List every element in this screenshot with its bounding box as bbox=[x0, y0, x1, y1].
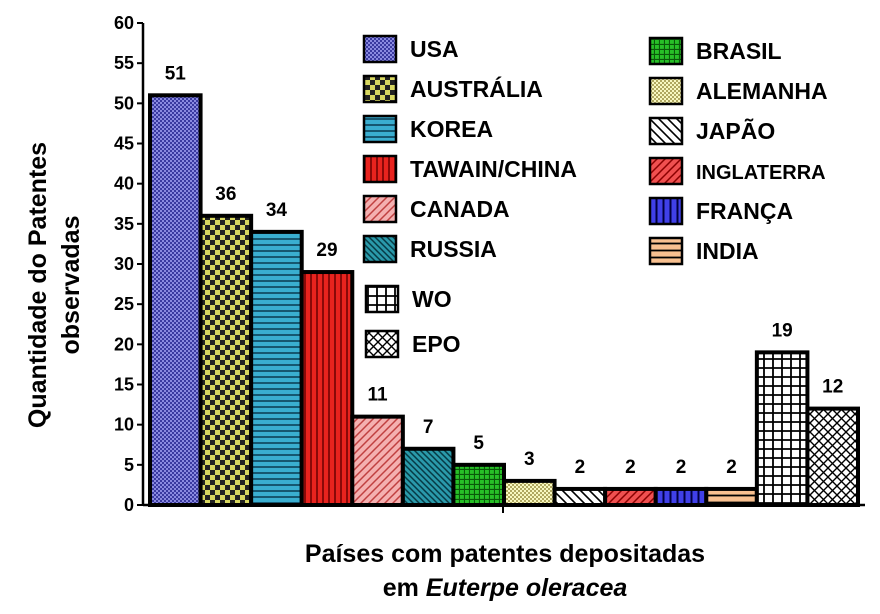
legend-swatch bbox=[362, 154, 398, 184]
y-tick-label: 40 bbox=[114, 174, 134, 194]
legend-swatch bbox=[362, 74, 398, 104]
legend-label: ALEMANHA bbox=[696, 78, 828, 104]
legend-item-korea: KOREA bbox=[362, 114, 493, 144]
data-label: 7 bbox=[423, 417, 434, 438]
legend-item-wo: WO bbox=[364, 284, 452, 314]
bar-wo bbox=[754, 350, 810, 507]
legend-item-tawain-china: TAWAIN/CHINA bbox=[362, 154, 577, 184]
data-label: 11 bbox=[368, 385, 389, 406]
legend-item-usa: USA bbox=[362, 34, 459, 64]
legend-item-brasil: BRASIL bbox=[648, 36, 782, 66]
data-label: 12 bbox=[822, 377, 843, 398]
legend-item-epo: EPO bbox=[364, 329, 461, 359]
legend-item-fran-a: FRANÇA bbox=[648, 196, 793, 226]
legend-label: JAPÃO bbox=[696, 117, 775, 144]
data-label: 29 bbox=[316, 240, 337, 261]
y-tick-label: 30 bbox=[114, 254, 134, 274]
legend-swatch bbox=[364, 284, 400, 314]
bar-alemanha bbox=[502, 478, 557, 507]
legend-label: TAWAIN/CHINA bbox=[410, 156, 577, 182]
bar-canada bbox=[350, 414, 405, 507]
legend-label: INGLATERRA bbox=[696, 162, 826, 184]
x-axis-label-italic: Euterpe oleracea bbox=[426, 574, 628, 602]
bar-korea bbox=[249, 229, 304, 507]
legend-label: USA bbox=[410, 36, 459, 62]
y-tick-label: 35 bbox=[114, 214, 134, 234]
legend-label: KOREA bbox=[410, 116, 493, 142]
y-tick-label: 20 bbox=[114, 334, 134, 354]
bars-group: 51 36 34 29 11 7 5 3 2 2 2 2 19 12 bbox=[148, 63, 861, 508]
legend-label: BRASIL bbox=[696, 38, 782, 64]
bar-russia bbox=[400, 446, 456, 507]
legend-swatch bbox=[648, 156, 684, 186]
y-tick-label: 5 bbox=[124, 455, 134, 475]
x-axis-label-prefix: em bbox=[383, 574, 426, 602]
legend-label: FRANÇA bbox=[696, 198, 793, 224]
data-label: 34 bbox=[266, 200, 288, 221]
bar-usa bbox=[148, 93, 203, 508]
data-label: 2 bbox=[575, 457, 586, 478]
bar-tawain-china bbox=[299, 270, 355, 507]
y-axis: 0 5 10 15 20 25 30 35 40 45 50 55 60 bbox=[114, 13, 145, 515]
legend-label: RUSSIA bbox=[410, 236, 497, 262]
data-label: 2 bbox=[676, 457, 687, 478]
bar-epo bbox=[805, 406, 861, 508]
y-tick-label: 10 bbox=[114, 415, 134, 435]
bar-jap-o bbox=[552, 486, 608, 507]
legend-swatch bbox=[648, 236, 684, 266]
legend-item-alemanha: ALEMANHA bbox=[648, 76, 828, 106]
legend-label: WO bbox=[412, 286, 452, 312]
legend-item-inglaterra: INGLATERRA bbox=[648, 156, 826, 186]
y-axis-label-line2: observadas bbox=[57, 216, 85, 355]
legend-item-canada: CANADA bbox=[362, 194, 510, 224]
x-axis-label-line1: Países com patentes depositadas bbox=[305, 540, 705, 568]
y-tick-label: 50 bbox=[114, 93, 134, 113]
data-label: 2 bbox=[625, 457, 636, 478]
x-axis-label-line2: em Euterpe oleracea bbox=[383, 574, 628, 602]
data-label: 3 bbox=[524, 449, 535, 470]
legend-swatch bbox=[362, 194, 398, 224]
legend-label: CANADA bbox=[410, 196, 510, 222]
legend: USA AUSTRÁLIA KOREA TAWAIN/CHINA CANADA RUSSI… bbox=[362, 34, 828, 359]
legend-item-russia: RUSSIA bbox=[362, 234, 497, 264]
y-axis-label-line1: Quantidade do Patentes bbox=[24, 142, 52, 428]
legend-label: AUSTRÁLIA bbox=[410, 75, 543, 102]
y-tick-label: 0 bbox=[124, 495, 134, 515]
y-tick-label: 55 bbox=[114, 53, 134, 73]
bar-fran-a bbox=[653, 486, 709, 507]
y-tick-label: 15 bbox=[114, 375, 134, 395]
legend-item-india: INDIA bbox=[648, 236, 759, 266]
legend-swatch bbox=[362, 234, 398, 264]
y-tick-label: 60 bbox=[114, 13, 134, 33]
y-tick-label: 45 bbox=[114, 134, 134, 154]
legend-swatch bbox=[648, 76, 684, 106]
legend-swatch bbox=[362, 114, 398, 144]
bar-brasil bbox=[451, 462, 506, 508]
legend-label: EPO bbox=[412, 331, 461, 357]
legend-item-austr-lia: AUSTRÁLIA bbox=[362, 74, 543, 104]
data-label: 51 bbox=[165, 63, 187, 84]
bar-austr-lia bbox=[198, 213, 254, 508]
legend-swatch bbox=[648, 196, 684, 226]
data-label: 2 bbox=[726, 457, 737, 478]
legend-label: INDIA bbox=[696, 238, 759, 264]
y-tick-label: 25 bbox=[114, 294, 134, 314]
legend-swatch bbox=[648, 36, 684, 66]
data-label: 5 bbox=[473, 433, 484, 454]
bar-india bbox=[704, 486, 759, 507]
legend-swatch bbox=[364, 329, 400, 359]
data-label: 19 bbox=[772, 320, 793, 341]
data-label: 36 bbox=[215, 184, 236, 205]
legend-item-jap-o: JAPÃO bbox=[648, 116, 775, 146]
bar-inglaterra bbox=[603, 486, 658, 507]
legend-swatch bbox=[648, 116, 684, 146]
legend-swatch bbox=[362, 34, 398, 64]
